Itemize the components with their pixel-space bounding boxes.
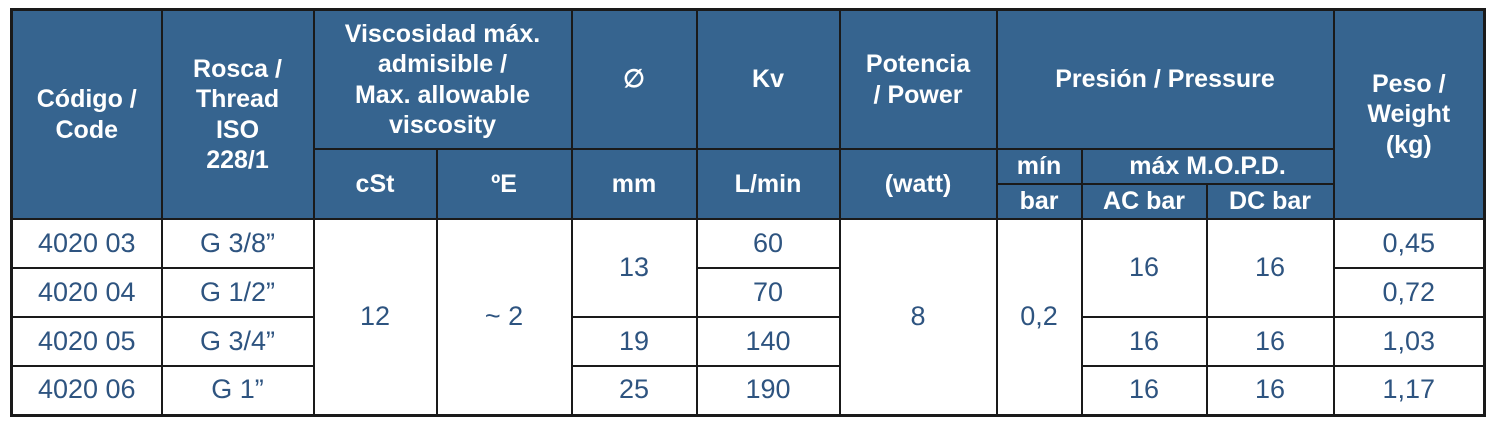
header-row-main: Código / Code Rosca / Thread ISO 228/1 V… xyxy=(10,8,1486,220)
table-row: 4020 03 G 3/8” 12 ~ 2 13 60 8 0,2 16 16 … xyxy=(10,218,1486,416)
oe-value-cell: ~ 2 xyxy=(435,218,573,416)
weight-cell: 0,45 xyxy=(1332,218,1486,269)
code-cell: 4020 06 xyxy=(10,365,163,416)
header-potencia: Potencia / Power xyxy=(838,8,998,150)
header-row-sub2: bar AC bar DC bar xyxy=(12,183,1485,220)
code-cell: 4020 04 xyxy=(10,267,163,318)
kv-cell: 190 xyxy=(695,365,841,416)
table-header: Código / Code Rosca / Thread ISO 228/1 V… xyxy=(10,8,1486,220)
header-kv: Kv xyxy=(695,8,841,150)
thread-cell: G 1/2” xyxy=(160,267,315,318)
ac-bar-cell: 16 xyxy=(1080,316,1208,367)
header-lmin: L/min xyxy=(695,148,841,220)
header-presion: Presión / Pressure xyxy=(995,8,1335,150)
header-row-sub1: cSt ºE mm L/min (watt) mín máx M.O.P.D. xyxy=(12,148,1485,220)
header-ac-bar: AC bar xyxy=(1080,183,1208,220)
cst-value-cell: 12 xyxy=(312,218,438,416)
header-bar: bar xyxy=(995,183,1083,220)
header-dc-bar: DC bar xyxy=(1205,183,1335,220)
header-cst: cSt xyxy=(312,148,438,220)
table-row: 4020 06 G 1” 25 190 16 16 1,17 xyxy=(10,365,1486,416)
header-rosca: Rosca / Thread ISO 228/1 xyxy=(160,8,315,220)
thread-cell: G 3/4” xyxy=(160,316,315,367)
header-min: mín xyxy=(995,148,1083,185)
header-diameter: ∅ xyxy=(570,8,698,150)
table-body: 4020 03 G 3/8” 12 ~ 2 13 60 8 0,2 16 16 … xyxy=(10,218,1486,416)
spec-table: Código / Code Rosca / Thread ISO 228/1 V… xyxy=(10,8,1487,417)
kv-cell: 140 xyxy=(695,316,841,367)
weight-cell: 0,72 xyxy=(1332,267,1486,318)
header-watt: (watt) xyxy=(838,148,998,220)
kv-cell: 60 xyxy=(695,218,841,269)
code-cell: 4020 05 xyxy=(10,316,163,367)
table-row: 4020 05 G 3/4” 19 140 16 16 1,03 xyxy=(10,316,1486,367)
header-mm: mm xyxy=(570,148,698,220)
header-oe: ºE xyxy=(435,148,573,220)
watt-value-cell: 8 xyxy=(838,218,998,416)
thread-cell: G 3/8” xyxy=(160,218,315,269)
code-cell: 4020 03 xyxy=(10,218,163,269)
min-bar-value-cell: 0,2 xyxy=(995,218,1083,416)
dc-bar-cell: 16 xyxy=(1205,365,1335,416)
weight-cell: 1,17 xyxy=(1332,365,1486,416)
dc-bar-cell: 16 xyxy=(1205,218,1335,318)
mm-cell: 25 xyxy=(570,365,698,416)
header-viscosidad: Viscosidad máx. admisible / Max. allowab… xyxy=(312,8,573,150)
weight-cell: 1,03 xyxy=(1332,316,1486,367)
dc-bar-cell: 16 xyxy=(1205,316,1335,367)
ac-bar-cell: 16 xyxy=(1080,365,1208,416)
header-codigo: Código / Code xyxy=(10,8,163,220)
table-row: 4020 04 G 1/2” 70 0,72 xyxy=(10,267,1486,318)
kv-cell: 70 xyxy=(695,267,841,318)
ac-bar-cell: 16 xyxy=(1080,218,1208,318)
mm-cell: 13 xyxy=(570,218,698,318)
header-peso: Peso / Weight (kg) xyxy=(1332,8,1486,220)
mm-cell: 19 xyxy=(570,316,698,367)
header-max-mopd: máx M.O.P.D. xyxy=(1080,148,1335,185)
thread-cell: G 1” xyxy=(160,365,315,416)
